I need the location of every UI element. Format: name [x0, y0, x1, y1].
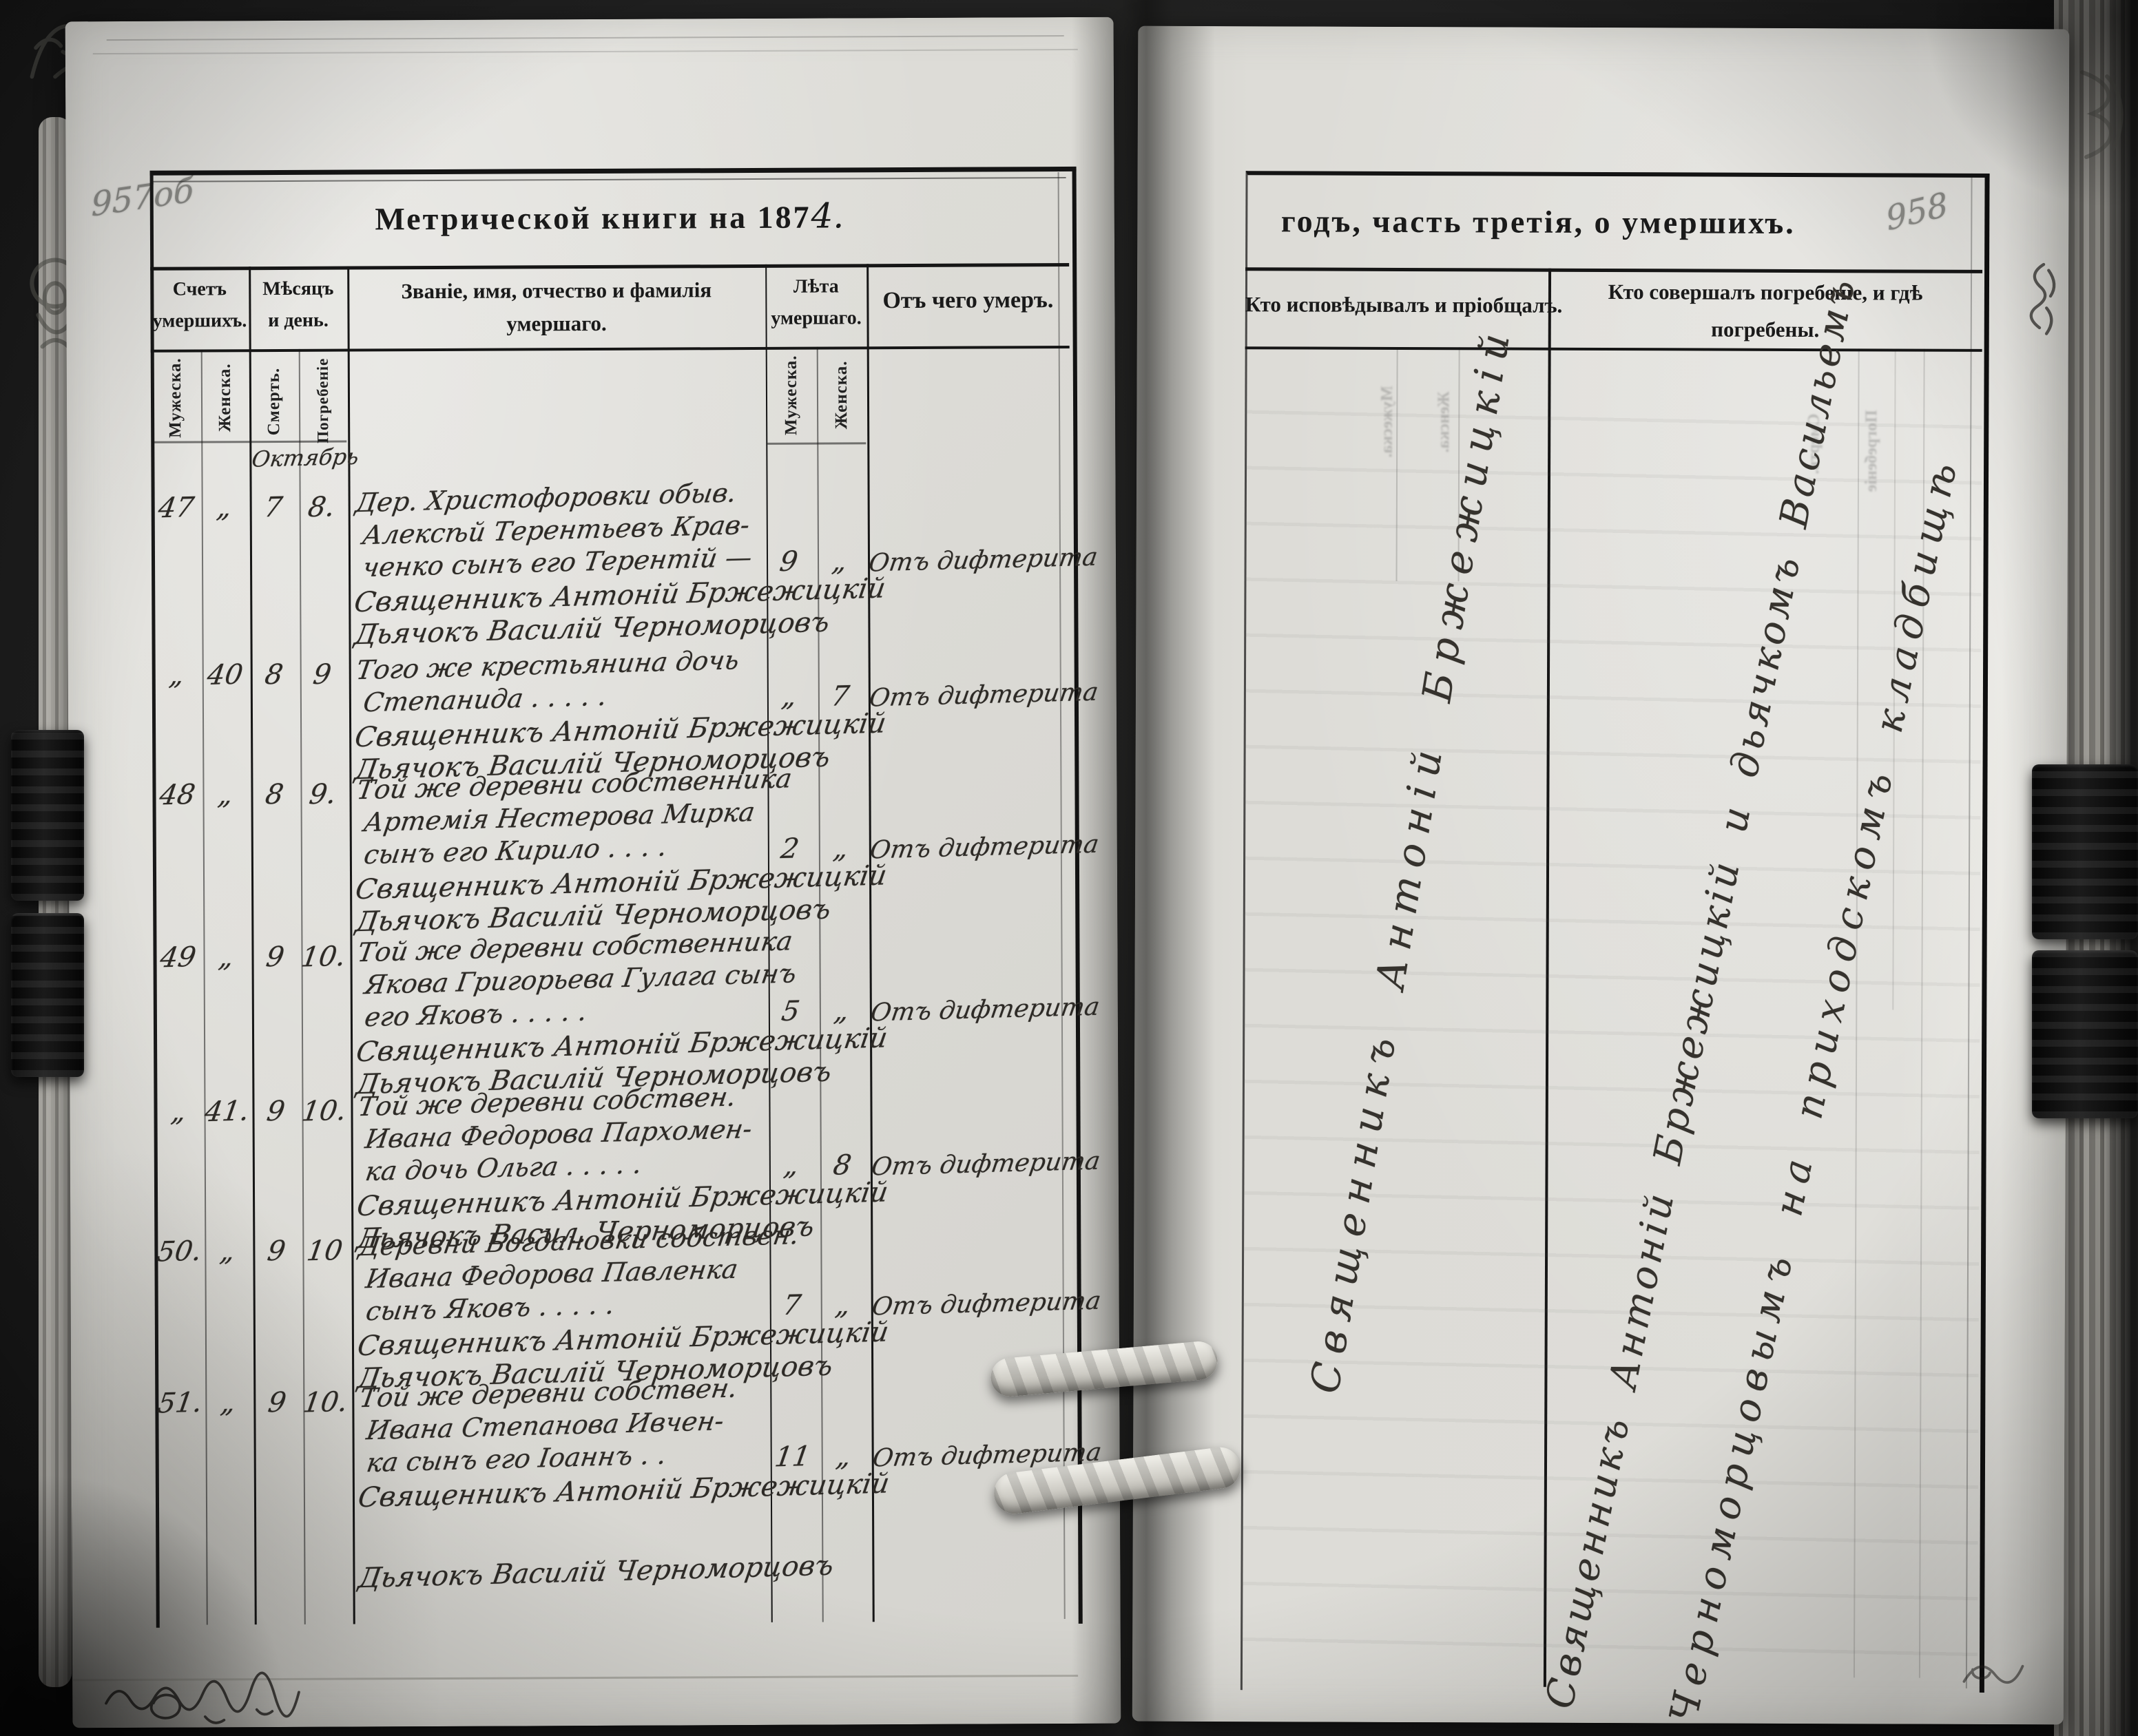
entry-burial-day: 9	[311, 658, 333, 691]
entry-clerk: Дьячокъ Василій Черноморцовъ	[356, 1549, 836, 1595]
entry-burial-day: 10.	[300, 1385, 350, 1419]
entry-no-female: „	[216, 779, 236, 811]
entry-age-male: 11	[772, 1441, 813, 1474]
page-clamp-left-upper	[11, 730, 84, 901]
right-page: годъ, часть третія, о умершихъ. 958 Кто …	[1132, 25, 2070, 1725]
entry-age-male: „	[782, 1149, 801, 1182]
entry-no-male: 51.	[155, 1386, 205, 1420]
page-clamp-left-lower	[11, 913, 84, 1077]
corner-ornament-right	[2029, 262, 2056, 335]
page-clamp-right-upper	[2032, 764, 2138, 939]
left-page: 957об Метрической книги на 1874. Счетъ у…	[65, 17, 1121, 1728]
entry-no-male: 49	[158, 941, 198, 974]
entry-no-female: 40	[205, 658, 245, 692]
entry-no-male: 48	[157, 778, 198, 812]
entry-no-male: 50.	[155, 1235, 204, 1268]
left-entries: 47 „ 7 8. Дер. Христофоровки обыв. Алексѣй Те…	[65, 17, 1121, 1728]
entry-burial-day: 10.	[299, 940, 348, 974]
entry-death-day: 8	[263, 778, 286, 811]
entry-age-male: 5	[779, 995, 802, 1028]
entry-age-male: 7	[780, 1289, 803, 1322]
entry-death-day: 9	[264, 941, 287, 974]
entry-burial-day: 8.	[306, 491, 338, 524]
bleedthrough-label: Погребеніе	[1862, 410, 1881, 492]
corner-ornament-bottom-right	[1962, 1664, 2024, 1684]
entry-death-day: 9	[265, 1235, 288, 1268]
entry-age-male: 9	[777, 545, 800, 578]
entry-burial-day: 9.	[307, 778, 339, 811]
entry-burial-day: 10	[304, 1235, 345, 1268]
entry-death-day: 8	[262, 658, 285, 691]
entry-age-male: 2	[778, 833, 802, 866]
entry-no-male: „	[169, 1096, 189, 1128]
edge-ornament-top-right	[2080, 70, 2124, 159]
entry-burial-day: 10.	[300, 1094, 349, 1128]
entry-death-day: 9	[264, 1095, 287, 1128]
entry-no-female: „	[218, 1387, 238, 1419]
entry-age-male: „	[780, 680, 799, 713]
bleedthrough-label: Мужеска.	[1378, 386, 1397, 458]
entry-no-female: „	[214, 492, 234, 524]
entry-death-day: 9	[266, 1386, 289, 1419]
entry-no-male: „	[167, 659, 187, 691]
bottom-ink-ornament	[105, 1671, 300, 1724]
entry-no-female: „	[216, 941, 236, 974]
entry-no-female: „	[218, 1235, 238, 1268]
entry-death-day: 7	[262, 491, 284, 524]
entry-no-female: 41.	[203, 1095, 251, 1129]
page-clamp-right-lower	[2032, 950, 2138, 1118]
entry-no-male: 47	[156, 491, 196, 525]
bleedthrough-label: Женска.	[1435, 391, 1453, 453]
